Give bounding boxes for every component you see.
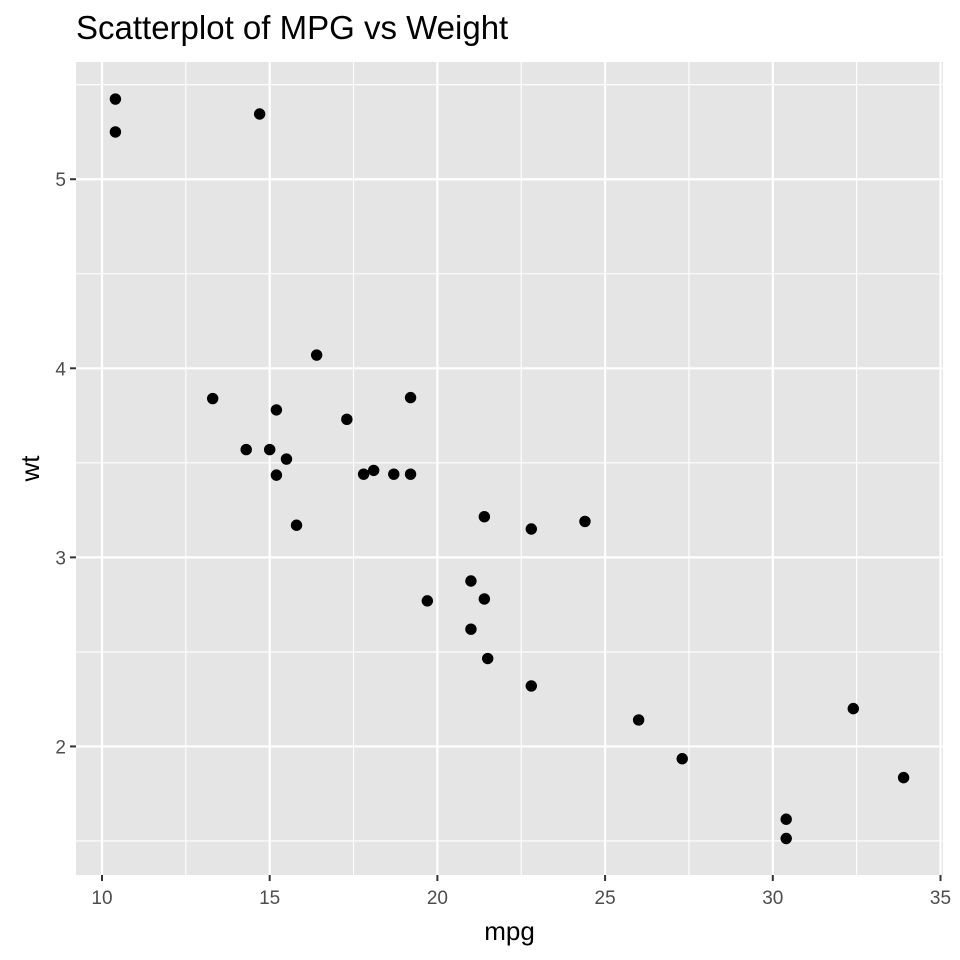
y-tick-label: 2 <box>55 737 66 758</box>
data-point <box>404 391 417 404</box>
data-point <box>109 126 122 138</box>
data-point <box>579 515 591 528</box>
data-point <box>253 108 266 120</box>
data-point <box>478 511 491 523</box>
data-point <box>897 771 910 784</box>
x-axis: 10 15 20 25 30 35 <box>91 875 951 909</box>
data-point <box>676 753 688 765</box>
data-point <box>280 453 293 465</box>
data-point <box>780 832 792 845</box>
data-point <box>388 468 400 480</box>
chart-title: Scatterplot of MPG vs Weight <box>76 9 508 46</box>
x-axis-title: mpg <box>484 916 535 946</box>
data-point <box>847 702 859 715</box>
data-point <box>404 468 417 480</box>
x-tick-label: 20 <box>427 888 448 909</box>
data-point <box>357 468 370 480</box>
data-point <box>421 595 434 607</box>
data-point <box>341 413 353 426</box>
x-tick-label: 10 <box>91 888 112 909</box>
data-point <box>367 464 380 477</box>
data-point <box>270 469 283 481</box>
x-tick-label: 30 <box>762 888 783 909</box>
x-tick-label: 35 <box>930 888 951 909</box>
data-point <box>290 519 303 531</box>
y-axis: 2 3 4 5 <box>55 170 76 758</box>
y-tick-label: 5 <box>55 170 66 191</box>
data-point <box>465 575 477 587</box>
data-point <box>481 652 494 665</box>
data-point <box>263 443 276 456</box>
y-axis-title: wt <box>15 455 45 483</box>
data-point <box>310 349 323 361</box>
data-point <box>632 714 645 726</box>
data-point <box>109 93 122 105</box>
major-gridlines <box>76 62 943 875</box>
data-point <box>478 593 491 605</box>
x-tick-label: 25 <box>595 888 616 909</box>
data-point <box>780 813 792 825</box>
y-tick-label: 3 <box>55 548 66 569</box>
data-point <box>240 443 252 456</box>
y-tick-label: 4 <box>55 359 66 380</box>
minor-gridlines <box>76 62 943 875</box>
data-point <box>270 404 283 416</box>
data-point <box>206 392 219 405</box>
data-point <box>465 623 477 635</box>
x-tick-label: 15 <box>259 888 280 909</box>
data-point <box>525 523 538 535</box>
data-points <box>109 93 910 845</box>
data-point <box>525 680 538 692</box>
plot-panel <box>76 62 943 875</box>
